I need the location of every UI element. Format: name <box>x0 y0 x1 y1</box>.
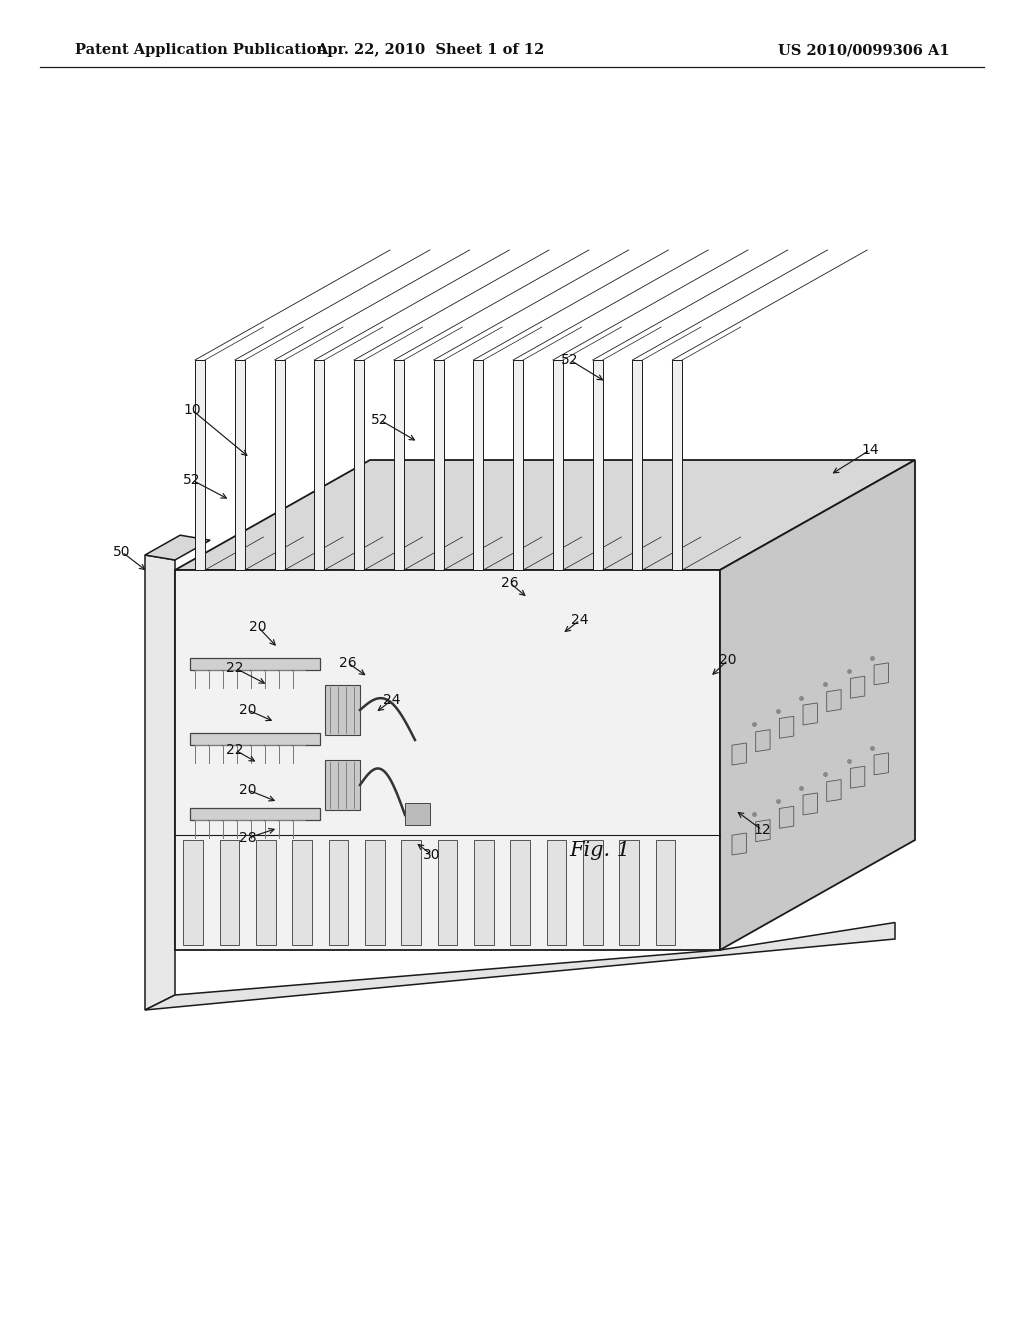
Text: 20: 20 <box>240 704 257 717</box>
Polygon shape <box>583 840 603 945</box>
Text: Fig. 1: Fig. 1 <box>569 841 631 859</box>
Text: US 2010/0099306 A1: US 2010/0099306 A1 <box>778 44 950 57</box>
Text: 52: 52 <box>183 473 201 487</box>
Polygon shape <box>756 820 770 842</box>
Polygon shape <box>354 360 365 570</box>
Polygon shape <box>593 360 603 570</box>
Polygon shape <box>474 840 494 945</box>
Polygon shape <box>510 840 530 945</box>
Text: 10: 10 <box>183 403 201 417</box>
Text: 22: 22 <box>226 743 244 756</box>
Polygon shape <box>803 793 817 814</box>
Polygon shape <box>633 360 642 570</box>
Polygon shape <box>513 360 523 570</box>
Polygon shape <box>394 360 403 570</box>
Polygon shape <box>183 840 203 945</box>
Text: 50: 50 <box>114 545 131 558</box>
Polygon shape <box>145 923 895 1010</box>
Polygon shape <box>779 807 794 828</box>
Polygon shape <box>850 676 865 698</box>
Polygon shape <box>620 840 639 945</box>
Text: 52: 52 <box>561 352 579 367</box>
Polygon shape <box>274 360 285 570</box>
Text: 24: 24 <box>383 693 400 708</box>
Polygon shape <box>175 570 720 950</box>
Polygon shape <box>826 689 841 711</box>
Polygon shape <box>292 840 312 945</box>
Text: 14: 14 <box>861 444 879 457</box>
Polygon shape <box>874 752 889 775</box>
Polygon shape <box>190 733 319 744</box>
Polygon shape <box>314 360 325 570</box>
Polygon shape <box>553 360 563 570</box>
Polygon shape <box>437 840 458 945</box>
Text: 52: 52 <box>372 413 389 426</box>
Polygon shape <box>219 840 240 945</box>
Polygon shape <box>325 760 360 810</box>
Polygon shape <box>874 663 889 685</box>
Text: Patent Application Publication: Patent Application Publication <box>75 44 327 57</box>
Polygon shape <box>175 459 915 570</box>
Polygon shape <box>190 808 319 820</box>
Text: Apr. 22, 2010  Sheet 1 of 12: Apr. 22, 2010 Sheet 1 of 12 <box>315 44 544 57</box>
Polygon shape <box>547 840 566 945</box>
Polygon shape <box>850 766 865 788</box>
Text: 22: 22 <box>226 661 244 675</box>
Polygon shape <box>195 360 205 570</box>
Polygon shape <box>672 360 682 570</box>
Polygon shape <box>190 657 319 671</box>
Polygon shape <box>433 360 443 570</box>
Text: 28: 28 <box>240 832 257 845</box>
Polygon shape <box>329 840 348 945</box>
Polygon shape <box>145 535 210 560</box>
Polygon shape <box>732 743 746 766</box>
Polygon shape <box>732 833 746 855</box>
Text: 30: 30 <box>423 847 440 862</box>
Text: 12: 12 <box>754 822 771 837</box>
Polygon shape <box>720 459 915 950</box>
Polygon shape <box>473 360 483 570</box>
Polygon shape <box>401 840 421 945</box>
Polygon shape <box>406 803 430 825</box>
Polygon shape <box>145 554 175 1010</box>
Text: 20: 20 <box>240 783 257 797</box>
Text: 24: 24 <box>571 612 589 627</box>
Polygon shape <box>234 360 245 570</box>
Text: 20: 20 <box>719 653 736 667</box>
Polygon shape <box>779 717 794 738</box>
Polygon shape <box>756 730 770 751</box>
Polygon shape <box>256 840 275 945</box>
Text: 26: 26 <box>501 576 519 590</box>
Polygon shape <box>655 840 676 945</box>
Polygon shape <box>365 840 385 945</box>
Polygon shape <box>803 704 817 725</box>
Polygon shape <box>325 685 360 735</box>
Text: 26: 26 <box>339 656 356 671</box>
Text: 20: 20 <box>249 620 266 634</box>
Polygon shape <box>826 780 841 801</box>
